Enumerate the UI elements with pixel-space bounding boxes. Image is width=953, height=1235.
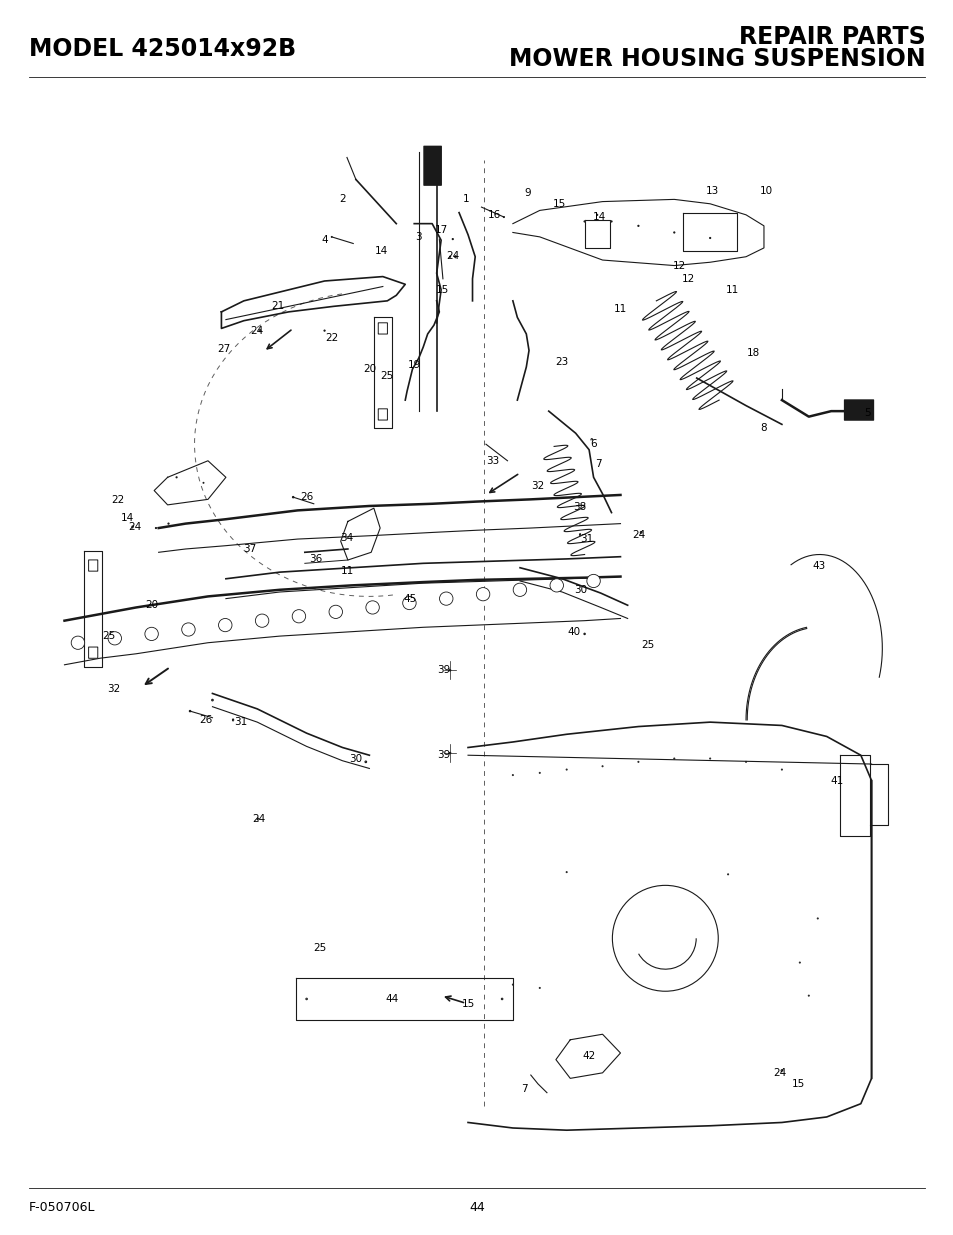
FancyBboxPatch shape bbox=[89, 647, 97, 658]
Ellipse shape bbox=[439, 592, 453, 605]
Text: 38: 38 bbox=[573, 503, 586, 513]
Text: 15: 15 bbox=[436, 285, 449, 295]
Text: 17: 17 bbox=[434, 225, 447, 235]
Text: 45: 45 bbox=[403, 594, 416, 604]
Ellipse shape bbox=[292, 610, 305, 622]
Text: 33: 33 bbox=[486, 456, 499, 466]
Text: 12: 12 bbox=[672, 261, 685, 270]
Text: 14: 14 bbox=[374, 246, 387, 256]
Ellipse shape bbox=[108, 632, 121, 645]
Ellipse shape bbox=[476, 588, 489, 600]
Text: 30: 30 bbox=[349, 753, 362, 763]
Text: 22: 22 bbox=[325, 333, 338, 343]
Ellipse shape bbox=[586, 574, 599, 588]
Text: 15: 15 bbox=[553, 199, 565, 209]
Text: 2: 2 bbox=[339, 194, 345, 204]
Text: 37: 37 bbox=[243, 543, 256, 555]
Text: 1: 1 bbox=[462, 194, 469, 204]
Text: 5: 5 bbox=[862, 409, 869, 419]
Ellipse shape bbox=[513, 583, 526, 597]
Text: 31: 31 bbox=[579, 534, 593, 545]
Text: 24: 24 bbox=[446, 251, 459, 261]
Ellipse shape bbox=[402, 597, 416, 610]
Text: 43: 43 bbox=[812, 561, 825, 571]
Text: 18: 18 bbox=[746, 348, 759, 358]
Text: 26: 26 bbox=[299, 493, 313, 503]
Text: 16: 16 bbox=[488, 210, 501, 220]
FancyBboxPatch shape bbox=[423, 146, 441, 185]
Text: 24: 24 bbox=[631, 530, 644, 540]
Text: 42: 42 bbox=[582, 1051, 595, 1061]
Text: 40: 40 bbox=[567, 626, 579, 637]
FancyBboxPatch shape bbox=[377, 322, 387, 333]
FancyBboxPatch shape bbox=[89, 559, 97, 571]
Text: 24: 24 bbox=[773, 1068, 786, 1078]
Text: 32: 32 bbox=[531, 482, 544, 492]
Text: 32: 32 bbox=[107, 684, 120, 694]
Text: 25: 25 bbox=[314, 944, 326, 953]
Text: 25: 25 bbox=[103, 631, 116, 641]
Text: 9: 9 bbox=[524, 188, 531, 198]
Text: 21: 21 bbox=[271, 301, 284, 311]
Text: 39: 39 bbox=[436, 666, 450, 676]
Text: 34: 34 bbox=[340, 534, 354, 543]
Text: REPAIR PARTS: REPAIR PARTS bbox=[738, 25, 924, 49]
FancyBboxPatch shape bbox=[843, 400, 873, 420]
Ellipse shape bbox=[218, 619, 232, 632]
Ellipse shape bbox=[71, 636, 85, 650]
Text: 26: 26 bbox=[199, 715, 213, 725]
Text: 15: 15 bbox=[461, 999, 475, 1009]
Text: 6: 6 bbox=[590, 440, 597, 450]
Text: 14: 14 bbox=[592, 212, 605, 222]
Text: 4: 4 bbox=[321, 235, 328, 246]
Text: 7: 7 bbox=[520, 1084, 527, 1094]
FancyBboxPatch shape bbox=[377, 409, 387, 420]
Text: 25: 25 bbox=[640, 640, 654, 650]
Text: 20: 20 bbox=[362, 364, 375, 374]
Text: 31: 31 bbox=[234, 718, 248, 727]
Text: 10: 10 bbox=[760, 185, 772, 195]
Text: 24: 24 bbox=[253, 814, 266, 824]
Text: 27: 27 bbox=[217, 345, 231, 354]
Text: 11: 11 bbox=[613, 304, 626, 314]
Text: 15: 15 bbox=[791, 1079, 803, 1089]
Text: 22: 22 bbox=[112, 495, 125, 505]
Ellipse shape bbox=[181, 622, 195, 636]
Text: 7: 7 bbox=[594, 459, 600, 469]
Text: 30: 30 bbox=[574, 585, 587, 595]
Text: 39: 39 bbox=[436, 750, 450, 761]
Text: 24: 24 bbox=[251, 326, 264, 336]
Text: 3: 3 bbox=[415, 232, 421, 242]
Text: 13: 13 bbox=[704, 185, 718, 195]
Text: F-050706L: F-050706L bbox=[29, 1202, 95, 1214]
Text: 44: 44 bbox=[385, 994, 398, 1004]
Text: 44: 44 bbox=[469, 1202, 484, 1214]
Text: 41: 41 bbox=[830, 776, 843, 785]
Ellipse shape bbox=[550, 579, 563, 592]
Text: MODEL 425014x92B: MODEL 425014x92B bbox=[29, 37, 295, 62]
Ellipse shape bbox=[329, 605, 342, 619]
Text: 19: 19 bbox=[407, 359, 420, 369]
Text: 12: 12 bbox=[681, 274, 695, 284]
Text: 11: 11 bbox=[340, 566, 354, 576]
Text: 14: 14 bbox=[120, 513, 133, 524]
Text: 25: 25 bbox=[380, 370, 394, 380]
Text: 23: 23 bbox=[555, 357, 568, 367]
Ellipse shape bbox=[366, 600, 379, 614]
Text: 8: 8 bbox=[760, 422, 766, 432]
Ellipse shape bbox=[145, 627, 158, 641]
Ellipse shape bbox=[255, 614, 269, 627]
Text: 24: 24 bbox=[128, 522, 141, 532]
Text: 11: 11 bbox=[725, 285, 739, 295]
Text: 20: 20 bbox=[145, 600, 158, 610]
Text: MOWER HOUSING SUSPENSION: MOWER HOUSING SUSPENSION bbox=[508, 47, 924, 72]
Text: 36: 36 bbox=[309, 555, 322, 564]
